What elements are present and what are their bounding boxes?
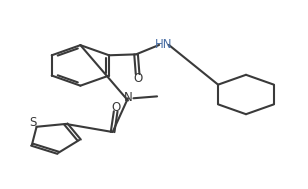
Text: O: O [133,72,142,85]
Text: HN: HN [155,38,172,51]
Text: O: O [111,101,120,114]
Text: N: N [124,91,132,104]
Text: S: S [29,116,37,129]
